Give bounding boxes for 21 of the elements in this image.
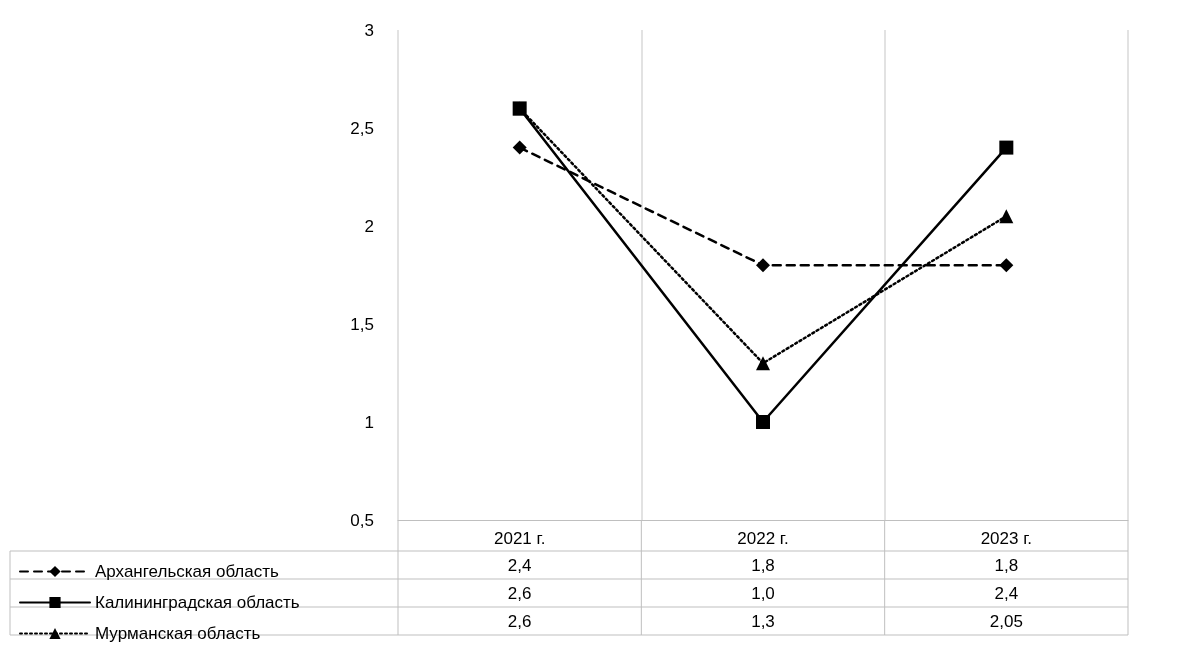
y-tick-label: 1,5 [350, 314, 374, 334]
data-label: 1,8 [994, 555, 1019, 575]
y-tick-label: 3 [364, 20, 374, 40]
y-tick-label: 2,5 [350, 118, 374, 138]
data-label: 1,3 [751, 611, 775, 631]
data-label: 1,8 [751, 555, 775, 575]
data-label: 2,4 [507, 555, 532, 575]
data-label: 2,4 [994, 583, 1019, 603]
y-tick-label: 2 [364, 216, 374, 236]
legend-label: Архангельская область [95, 562, 280, 581]
legend-label: Мурманская область [95, 624, 261, 643]
data-label: 1,0 [751, 583, 775, 603]
data-label: 2,6 [507, 611, 532, 631]
x-tick-label: 2021 г. [493, 529, 546, 548]
x-tick-label: 2023 г. [980, 529, 1033, 548]
data-label: 2,05 [989, 611, 1023, 631]
x-tick-label: 2022 г. [737, 529, 789, 548]
legend-label: Калининградская область [95, 593, 300, 612]
y-tick-label: 1 [364, 412, 374, 432]
data-label: 2,6 [507, 583, 532, 603]
y-tick-label: 0,5 [350, 510, 374, 530]
